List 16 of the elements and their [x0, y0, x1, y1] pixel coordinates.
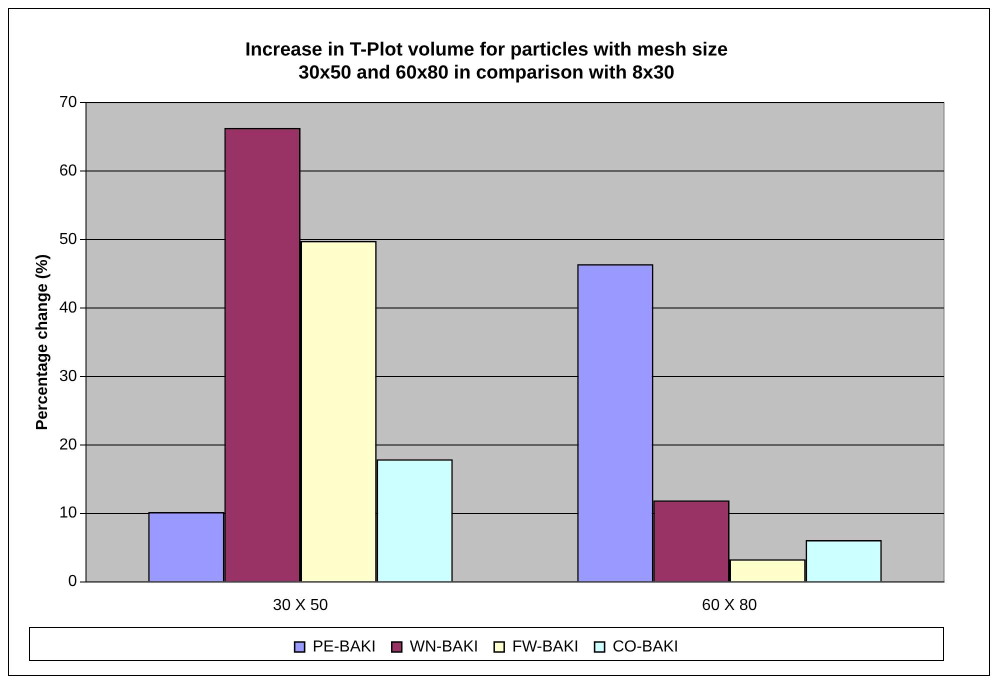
legend-label: PE-BAKI — [312, 638, 376, 656]
y-tick-label: 60 — [59, 162, 78, 180]
legend-label: CO-BAKI — [612, 638, 678, 656]
y-tick-label: 20 — [59, 436, 78, 454]
y-tick-label: 70 — [59, 94, 78, 112]
y-tick-label: 0 — [68, 573, 78, 590]
y-axis-title: Percentage change (%) — [34, 254, 52, 430]
x-tick-label: 60 X 80 — [702, 596, 758, 614]
chart-title: Increase in T-Plot volume for particles with mesh size 30x50 and 60x80 in comparison with 8x30 — [245, 40, 728, 84]
y-tick-label: 50 — [59, 230, 78, 248]
y-tick-label: 10 — [59, 504, 78, 522]
legend-label: WN-BAKI — [410, 638, 478, 656]
y-tick-label: 30 — [59, 368, 78, 385]
x-tick-label: 30 X 50 — [272, 596, 328, 614]
y-tick-label: 40 — [59, 299, 78, 316]
legend-label: FW-BAKI — [512, 638, 579, 656]
